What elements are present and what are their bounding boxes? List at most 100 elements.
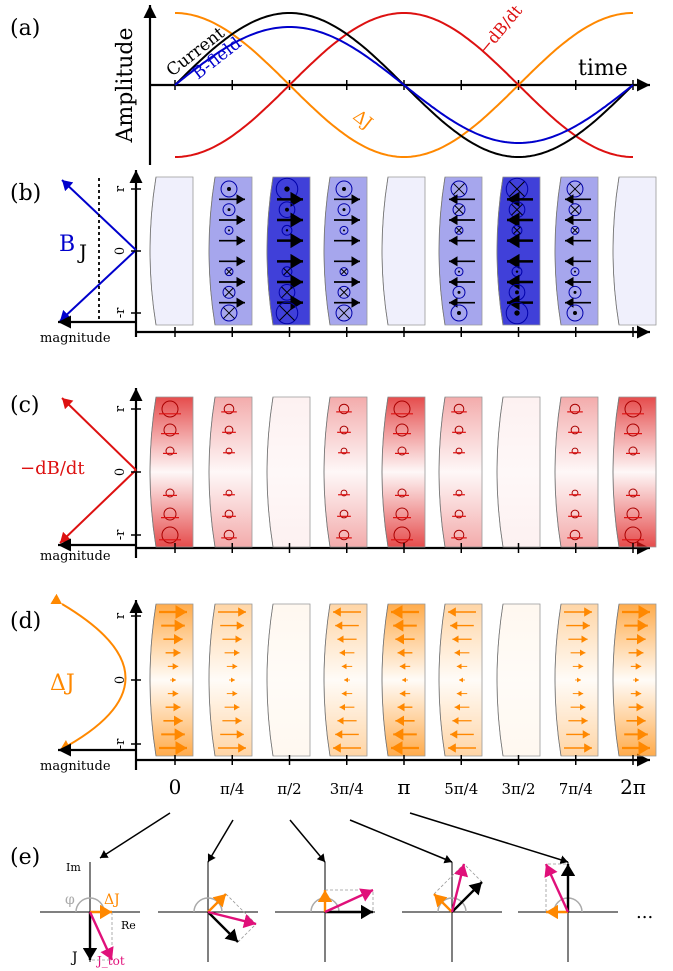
cell-body (554, 396, 599, 548)
c-profile-lower (59, 469, 137, 544)
induced-circle (395, 423, 409, 437)
induced-circle (163, 507, 177, 521)
panel-c: −dB/dt magnitude r 0 -r (20, 388, 657, 564)
deltaj-curve-label: ΔJ (349, 106, 377, 134)
field-dot (285, 229, 289, 232)
phasor-diagram (40, 862, 140, 962)
induced-circle (455, 447, 463, 455)
field-dot (573, 311, 577, 315)
cell-body (149, 396, 194, 548)
cell-edge (208, 603, 216, 757)
induced-circle (165, 488, 175, 498)
radial-tick-label: 0 (113, 247, 128, 255)
induced-circle (339, 509, 349, 519)
field-cross (455, 227, 463, 234)
induced-circle (628, 488, 638, 498)
d-profile-curve (50, 593, 127, 751)
deltaj-phasor (207, 893, 227, 913)
cell-edge (381, 603, 389, 757)
cell-edge (208, 176, 216, 326)
induced-circle (453, 529, 465, 541)
b-field-label: B (59, 232, 75, 257)
cross-section-cell (496, 176, 541, 326)
cell-edge (554, 176, 562, 326)
field-circle (335, 304, 353, 322)
cross-section-cell (438, 176, 483, 326)
cell-edge (554, 603, 562, 757)
phase-tick-label: 3π/4 (330, 780, 364, 798)
b-profile-lower (59, 249, 137, 322)
phasor-diagram (158, 862, 258, 962)
phase-tick-label: 2π (620, 775, 646, 799)
phase-tick-label: 0 (169, 775, 182, 799)
j-phasor-label: J (70, 950, 78, 966)
cross-section-cell (381, 396, 426, 548)
field-circle (278, 201, 296, 219)
panel-label-a: (a) (10, 16, 40, 41)
field-cross (281, 286, 293, 299)
induced-circle (340, 489, 348, 497)
cell-body (438, 396, 483, 548)
cell-edge (612, 396, 620, 548)
cell-edge (496, 396, 504, 548)
cell-edge (612, 603, 620, 757)
field-cross (339, 287, 349, 297)
phase-tick-label: 3π/2 (502, 780, 536, 798)
field-cross (225, 268, 233, 275)
field-cross (224, 287, 234, 297)
field-circle (570, 225, 580, 235)
induced-circle (454, 509, 464, 519)
field-dot (573, 290, 577, 294)
field-circle (566, 180, 584, 198)
cell-edge (554, 396, 562, 548)
induced-circle (626, 423, 640, 437)
induced-circle (225, 447, 233, 455)
cross-section-cell (554, 176, 599, 326)
radial-tick-label: r (113, 185, 128, 192)
phasor-diagrams (40, 862, 618, 962)
induced-circle (393, 400, 411, 418)
field-circle (339, 267, 349, 277)
field-cross (453, 183, 465, 195)
cell-edge (323, 176, 331, 326)
cell-edge (496, 176, 504, 326)
induced-circle (223, 529, 235, 541)
cross-section-cell (266, 176, 311, 326)
cell-body (381, 396, 426, 548)
induced-circle (161, 400, 179, 418)
phi-label: φ (65, 892, 75, 908)
field-circle (337, 285, 351, 299)
cell-body (381, 176, 426, 326)
induced-circle (224, 509, 234, 519)
cross-section-cell (208, 176, 253, 326)
dbdt-field-label: −dB/dt (20, 458, 85, 479)
phasor-pointers (99, 812, 569, 865)
cell-edge (266, 396, 274, 548)
amplitude-label: Amplitude (113, 27, 138, 143)
field-cross (283, 267, 291, 276)
panel-b-ticks: r 0 -r (113, 185, 634, 337)
dbdt-label: −dB/dt (475, 1, 527, 58)
field-circle (337, 203, 351, 217)
field-dot (574, 270, 576, 273)
cross-section-cell (612, 176, 657, 326)
field-circle (281, 266, 293, 278)
cell-edge (208, 396, 216, 548)
panel-b-cross-sections (149, 176, 657, 326)
induced-circle (225, 489, 233, 497)
induced-circle (339, 425, 349, 435)
cell-body (612, 176, 657, 326)
panel-label-b: (b) (10, 181, 41, 206)
field-cross (513, 226, 521, 235)
cross-section-cell (496, 396, 541, 548)
induced-circle (340, 447, 348, 455)
field-dot (342, 208, 346, 212)
field-circle (220, 180, 238, 198)
cross-section-cell (381, 603, 426, 757)
cell-body (496, 603, 541, 757)
induced-circle (224, 425, 234, 435)
cross-section-cell (554, 603, 599, 757)
field-dot (284, 186, 290, 192)
cell-edge (438, 176, 446, 326)
